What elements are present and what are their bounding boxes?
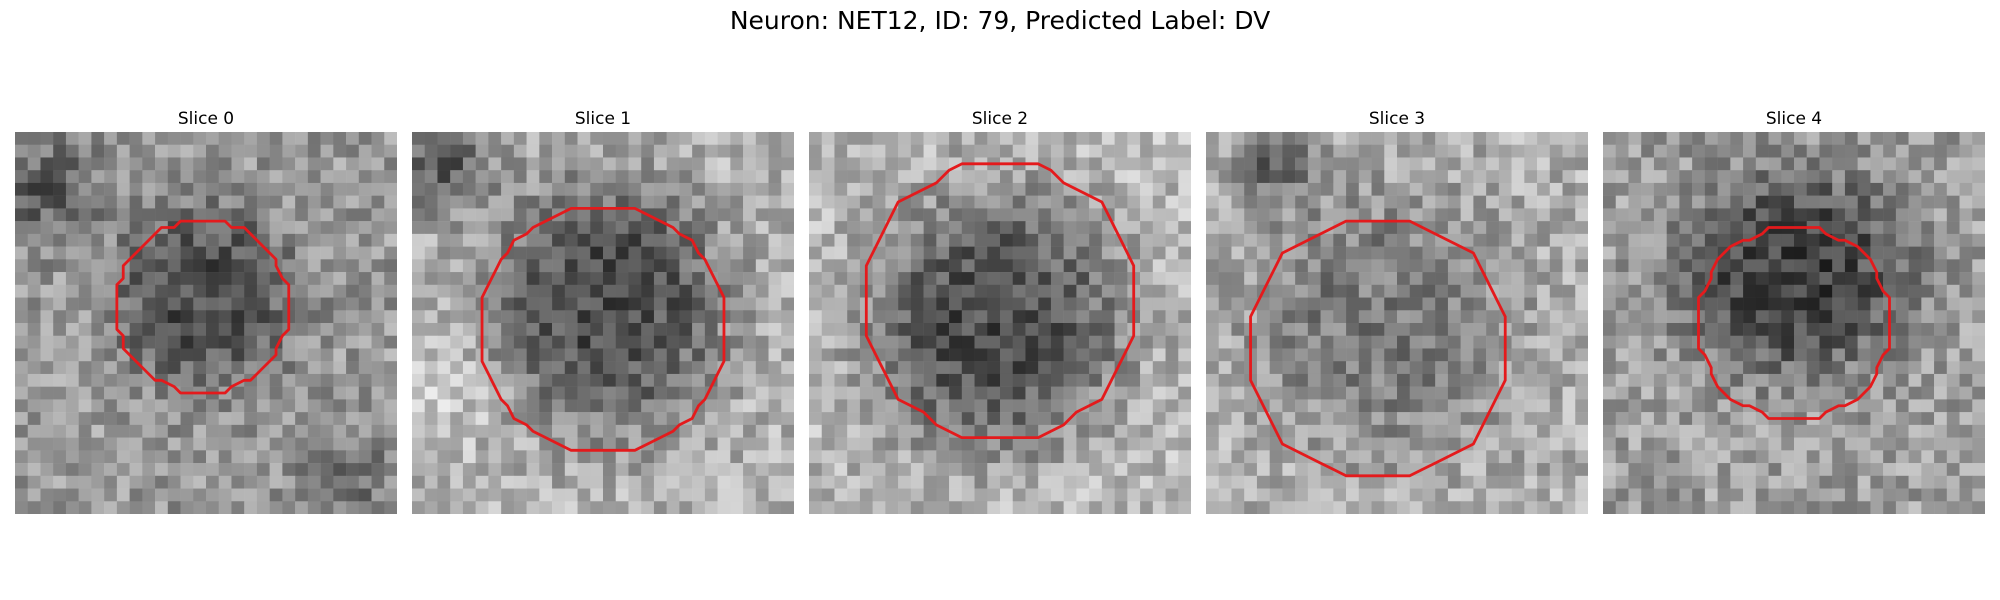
slice-title-4: Slice 4 [1765,109,1823,129]
slice-title-3: Slice 3 [1368,109,1426,129]
figure-title: Neuron: NET12, ID: 79, Predicted Label: … [729,6,1271,35]
slice-image-2 [809,132,1191,514]
roi-contour [115,219,291,395]
pixel-grid [1206,132,1588,514]
slice-panel-2: Slice 2 [809,108,1191,514]
slice-image-0 [15,132,397,514]
pixel-grid [412,132,794,514]
pixel-grid [15,132,397,514]
slice-title-2: Slice 2 [971,109,1029,129]
pixel-grid [1603,132,1985,514]
slice-image-4 [1603,132,1985,514]
roi-contour [1249,219,1507,478]
slice-panel-4: Slice 4 [1603,108,1985,514]
roi-contour [480,206,726,452]
roi-contour [864,162,1136,440]
slice-title-1: Slice 1 [574,109,632,129]
slice-panel-0: Slice 0 [15,108,397,514]
slice-image-1 [412,132,794,514]
pixel-grid [809,132,1191,514]
slice-image-3 [1206,132,1588,514]
slice-panel-3: Slice 3 [1206,108,1588,514]
roi-contour [1697,226,1891,420]
slice-panel-1: Slice 1 [412,108,794,514]
slice-title-0: Slice 0 [177,109,235,129]
